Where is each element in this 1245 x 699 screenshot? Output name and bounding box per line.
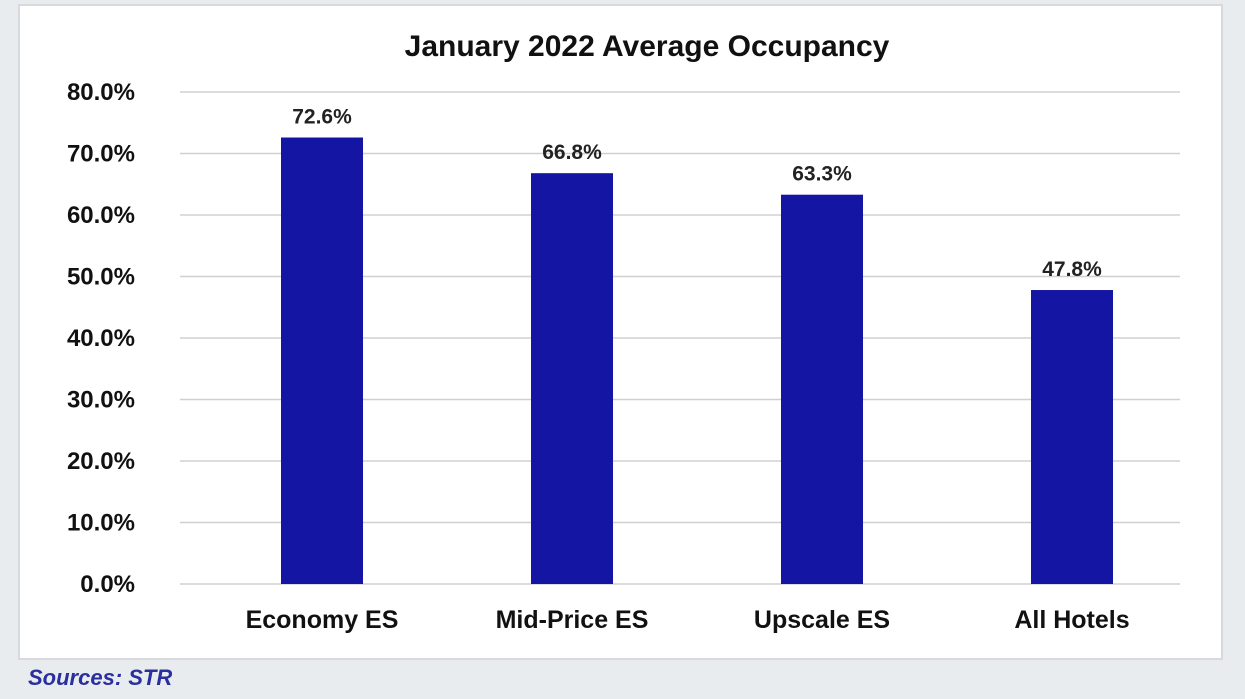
y-tick-label: 40.0% (67, 325, 135, 352)
data-label: 47.8% (1042, 258, 1102, 281)
data-labels: 72.6% 66.8% 63.3% 47.8% (292, 106, 1102, 282)
source-note: Sources: STR (28, 665, 173, 690)
x-category-label: Economy ES (246, 606, 399, 634)
y-tick-label: 80.0% (67, 79, 135, 106)
x-category-label: Mid-Price ES (496, 606, 649, 634)
data-label: 63.3% (792, 163, 852, 186)
x-category-label: All Hotels (1014, 606, 1129, 634)
y-tick-label: 30.0% (67, 387, 135, 414)
data-label: 72.6% (292, 106, 352, 129)
y-tick-label: 0.0% (80, 571, 135, 598)
bar (531, 173, 613, 584)
x-category-label: Upscale ES (754, 606, 890, 634)
bar (1031, 290, 1113, 584)
y-tick-label: 70.0% (67, 141, 135, 168)
y-tick-label: 60.0% (67, 202, 135, 229)
chart-frame: January 2022 Average Occupancy 0.0% 10.0%… (18, 4, 1223, 660)
x-axis-categories: Economy ES Mid-Price ES Upscale ES All Hote… (246, 606, 1130, 634)
bar (281, 137, 363, 584)
chart-title: January 2022 Average Occupancy (405, 30, 890, 63)
y-tick-label: 50.0% (67, 264, 135, 291)
y-tick-label: 20.0% (67, 448, 135, 475)
bars (281, 137, 1113, 584)
bar (781, 194, 863, 584)
y-tick-label: 10.0% (67, 510, 135, 537)
data-label: 66.8% (542, 141, 602, 164)
y-axis-ticks: 0.0% 10.0% 20.0% 30.0% 40.0% 50.0% 60.0% 70.0% 8… (67, 79, 135, 598)
bar-chart: January 2022 Average Occupancy 0.0% 10.0%… (67, 30, 1180, 634)
